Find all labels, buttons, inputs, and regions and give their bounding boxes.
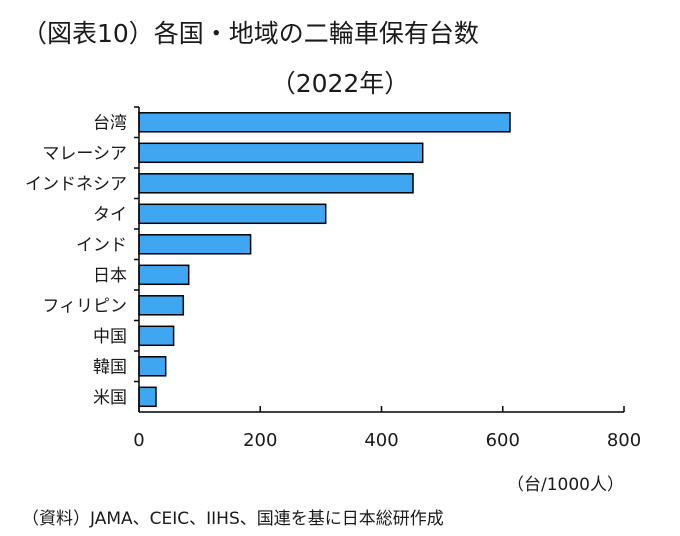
category-label: 韓国	[93, 357, 127, 377]
category-label: マレーシア	[42, 144, 127, 164]
category-label: 中国	[93, 327, 127, 347]
x-tick-label: 200	[243, 430, 277, 451]
category-label: フィリピン	[42, 296, 127, 316]
category-label: インド	[76, 235, 127, 255]
bar-8	[138, 356, 167, 377]
bar-1	[138, 142, 424, 164]
x-axis: 0 200 400 600 800	[133, 106, 641, 451]
category-label: 米国	[93, 388, 127, 408]
bar-6	[138, 295, 185, 316]
bar-7	[138, 325, 175, 347]
category-label: タイ	[93, 205, 127, 225]
bar-4	[138, 234, 252, 255]
x-tick-label: 0	[133, 430, 144, 451]
bar-9	[138, 386, 157, 408]
category-label: 日本	[93, 266, 127, 286]
chart-subtitle: （2022年）	[270, 69, 410, 98]
chart-title: （図表10）各国・地域の二輪車保有台数	[22, 19, 479, 48]
bar-3	[138, 203, 327, 225]
source-note: （資料）JAMA、CEIC、IIHS、国連を基に日本総研作成	[22, 509, 444, 529]
category-label: インドネシア	[25, 174, 127, 194]
x-tick-label: 800	[607, 430, 641, 451]
bar-2	[138, 173, 414, 194]
x-tick-label: 400	[364, 430, 398, 451]
bar-5	[138, 264, 190, 286]
x-tick-label: 600	[486, 430, 520, 451]
bars-group	[138, 112, 511, 408]
bar-0	[138, 112, 511, 133]
unit-label: （台/1000人）	[507, 475, 624, 495]
category-label: 台湾	[93, 113, 127, 133]
